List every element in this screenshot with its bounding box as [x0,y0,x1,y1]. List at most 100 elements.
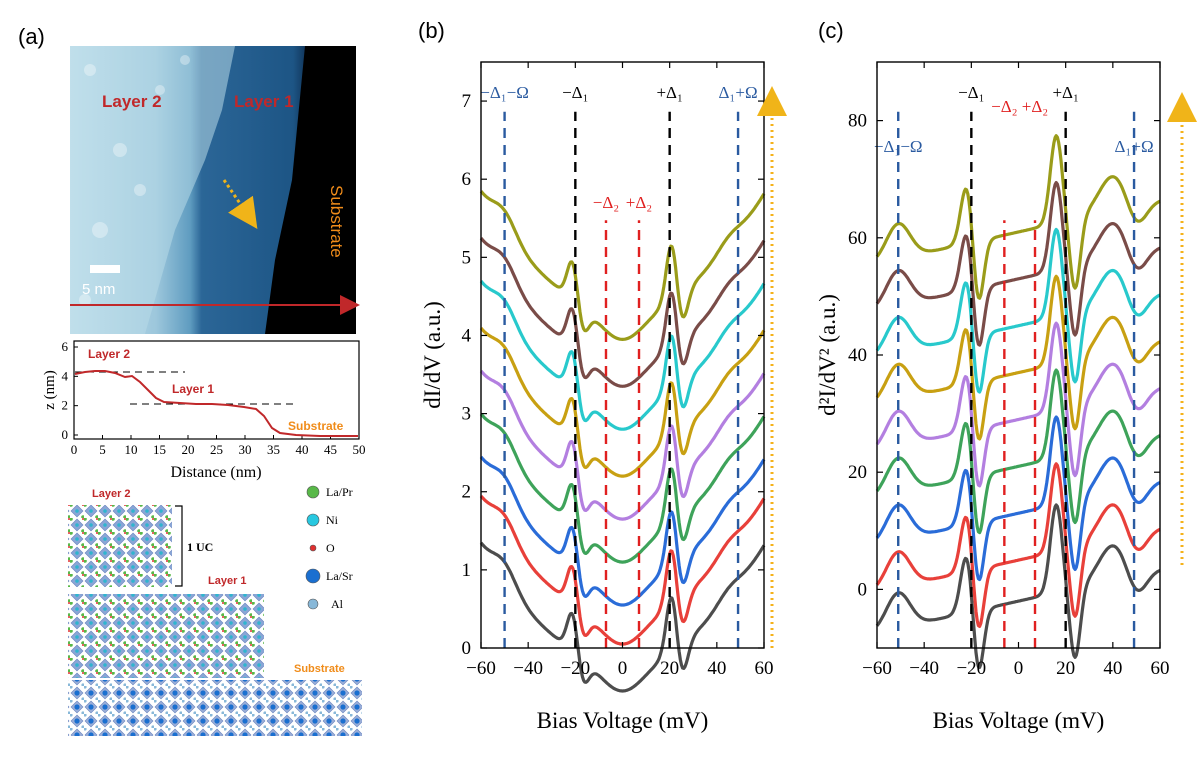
structure-substrate [68,680,362,736]
marker-label: −Δ₂ [991,97,1017,116]
series-line [479,412,766,564]
xtick-label: 40 [707,658,726,679]
structure-layer1 [68,594,264,678]
xtick-label: −60 [466,658,496,679]
uc-bracket [175,505,183,587]
structure-legend: La/Pr Ni O La/Sr Al [305,485,353,611]
series-line [479,190,766,341]
ytick-label: 40 [848,345,867,366]
xtick-label: 40 [1103,658,1122,679]
profile-label-layer1: Layer 1 [172,382,214,396]
legend-label: La/Pr [326,485,353,499]
legend-swatch [309,544,317,552]
profile-xtick-label: 45 [324,442,337,457]
profile-ticks: 0 5 10 15 20 25 30 35 40 45 50 0 2 4 6 [62,339,366,457]
marker-label: +Δ₁ [656,83,682,102]
profile-ytick-label: 4 [62,368,69,383]
stm-label-substrate: Substrate [327,185,346,258]
legend-label: La/Sr [326,569,353,583]
xtick-label: 0 [1014,658,1024,679]
xtick-label: −20 [560,658,590,679]
marker-label: Δ₁+Ω [1115,137,1154,156]
ytick-label: 1 [462,560,472,581]
d2IdV2-plot: −Δ₁−Ω −Δ₁ −Δ₂ +Δ₂+Δ₁ Δ₁+Ω −60 −40 −20 0 20 40 60 0 20… [815,61,1170,733]
dIdV-plot: −Δ₁−Ω −Δ₁ −Δ₂ +Δ₂ +Δ₁ Δ₁+Ω −60 −40 −20 0 20 40 60 0 1 2… [420,61,774,733]
legend-swatch [306,513,320,527]
height-profile-plot: 0 5 10 15 20 25 30 35 40 45 50 0 2 4 6 Layer 2 Layer 1… [42,339,366,481]
crystal-structure: Layer 2 1 UC Layer 1 Substrate La/Pr Ni OL… [68,485,362,736]
ytick-label: 5 [462,247,472,268]
series-line [479,541,766,693]
series-line [875,321,1161,488]
series-line [875,503,1161,669]
x-axis-label: Bias Voltage (mV) [537,708,709,733]
x-axis-label: Bias Voltage (mV) [933,708,1105,733]
profile-xtick-label: 20 [182,442,195,457]
panel-label-c: (c) [818,18,844,43]
legend-label: Al [331,597,344,611]
profile-ytick-label: 2 [62,398,69,413]
marker-label: Δ₁+Ω [719,83,758,102]
xtick-label: 0 [618,658,628,679]
series-line [479,326,766,478]
series-line [875,134,1161,300]
panel-label-b: (b) [418,18,445,43]
xtick-label: −40 [909,658,939,679]
profile-label-substrate: Substrate [288,419,344,433]
stm-label-layer2: Layer 2 [102,92,162,111]
stm-label-layer1: Layer 1 [234,92,294,111]
legend-swatch [307,598,319,610]
profile-xtick-label: 10 [125,442,138,457]
legend-swatch [306,485,320,499]
ytick-label: 20 [848,462,867,483]
y-axis-label: dI/dV (a.u.) [420,301,445,409]
profile-xtick-label: 50 [353,442,366,457]
legend-label: O [326,541,335,555]
ytick-label: 0 [858,579,868,600]
profile-xtick-label: 35 [267,442,280,457]
series-line [479,455,766,607]
series-line [479,237,766,388]
profile-ylabel: z (nm) [42,370,58,410]
profile-xtick-label: 30 [239,442,252,457]
stm-substrate-region [265,46,356,334]
legend-swatch [305,568,321,584]
profile-xtick-label: 15 [153,442,166,457]
marker-label: +Δ₁ [1052,83,1078,102]
marker-label: +Δ₂ [1022,97,1048,116]
profile-ytick-label: 6 [62,339,69,354]
ytick-label: 6 [462,169,472,190]
profile-ytick-label: 0 [62,427,69,442]
marker-label: −Δ₂ [593,193,619,212]
stm-scan-arrow [222,179,258,229]
profile-xtick-label: 40 [296,442,309,457]
profile-xtick-label: 0 [71,442,78,457]
xtick-label: −40 [513,658,543,679]
series-line [875,368,1161,535]
ytick-label: 3 [462,404,472,425]
profile-xlabel: Distance (nm) [170,464,261,481]
plot-frame [480,61,765,649]
structure-label-layer1: Layer 1 [208,575,247,587]
ytick-label: 80 [848,111,867,132]
ytick-label: 2 [462,482,472,503]
ytick-label: 60 [848,228,867,249]
panel-label-a: (a) [18,24,45,49]
structure-label-substrate: Substrate [294,663,345,675]
ytick-label: 0 [462,638,472,659]
stm-image: Layer 2 Layer 1 Substrate 5 nm [70,46,360,334]
structure-layer2 [68,505,172,587]
xtick-label: 20 [1056,658,1075,679]
profile-trace [74,370,358,437]
ytick-label: 4 [462,325,472,346]
xtick-label: −20 [956,658,986,679]
series-line [875,227,1161,394]
scale-bar [90,265,120,273]
stm-layer2-region [70,46,235,334]
series-line [875,274,1161,441]
marker-label: −Δ₁−Ω [874,137,923,156]
series-line [479,280,766,431]
marker-label: −Δ₁−Ω [480,83,529,102]
scale-bar-label: 5 nm [82,281,115,298]
